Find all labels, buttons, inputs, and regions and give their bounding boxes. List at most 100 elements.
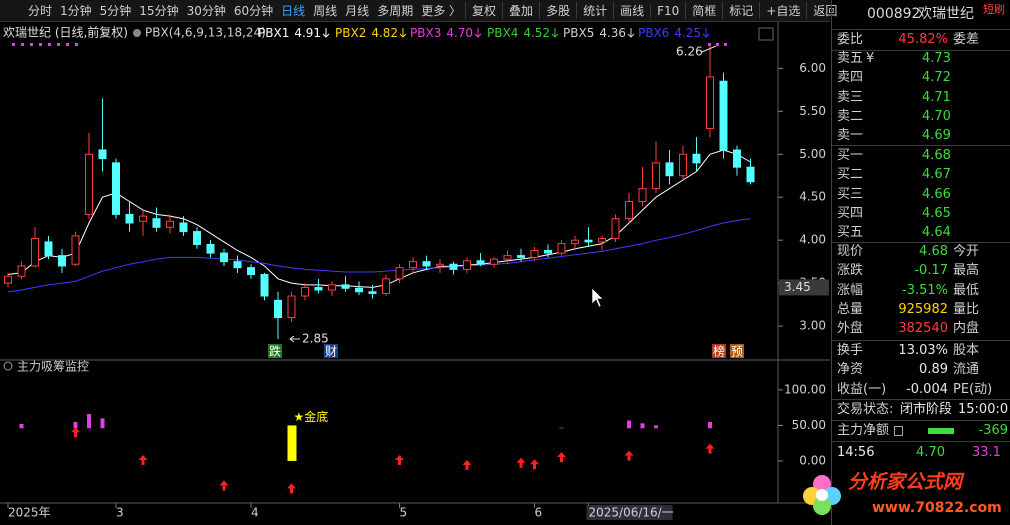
period-tab[interactable]: 15分钟 — [139, 4, 179, 18]
high-pointer — [701, 45, 717, 53]
settings-box[interactable] — [758, 27, 774, 41]
candle-body — [17, 265, 26, 277]
tool-button[interactable]: +自选 — [759, 2, 806, 19]
watermark-logo — [803, 475, 841, 515]
period-tab[interactable]: 日线 — [281, 4, 306, 18]
marker-dot — [716, 43, 719, 46]
period-tab[interactable]: 更多 〉 — [421, 4, 462, 18]
panel-text: 欢瑞世纪 — [918, 6, 974, 22]
x-label-highlight — [586, 505, 673, 520]
panel-text: 股本 — [953, 343, 980, 358]
indicator-icon — [133, 29, 141, 37]
marker-dot — [12, 43, 15, 46]
panel-text: 今开 — [953, 244, 980, 259]
x-tick-label: 4 — [251, 506, 259, 520]
y-tick-label: 3.00 — [799, 319, 826, 333]
signal-arrow — [557, 452, 566, 463]
legend-value: 4.82 — [371, 26, 398, 40]
period-tab[interactable]: 周线 — [313, 4, 338, 18]
panel-separator — [832, 420, 1010, 421]
panel-separator — [832, 29, 1010, 30]
panel-text: 买四 — [837, 205, 864, 221]
cursor-price: 3.45 — [784, 280, 811, 294]
y-tick-label: 100.00 — [784, 382, 826, 396]
legend-entry: PBX2 4.82 — [335, 26, 398, 40]
period-tab[interactable]: 分时 — [28, 4, 53, 18]
period-tab[interactable]: 1分钟 — [60, 4, 92, 18]
period-tab[interactable]: 多周期 — [377, 4, 414, 18]
candle-body — [503, 255, 512, 260]
tool-button[interactable]: 叠加 — [502, 2, 539, 19]
panel-text: 最低 — [953, 282, 980, 298]
event-tag-bg — [324, 344, 338, 358]
panel-separator — [832, 145, 1010, 146]
signal-arrow — [530, 459, 539, 470]
y-tick-label: 5.50 — [799, 104, 826, 118]
marker-dot — [39, 43, 42, 46]
candle-body — [530, 249, 539, 258]
candle-body — [679, 153, 687, 177]
tool-button[interactable]: 简框 — [685, 2, 722, 19]
tool-button[interactable]: 统计 — [576, 2, 613, 19]
tool-button[interactable]: 标记 — [722, 2, 759, 19]
panel-text: 卖五 — [837, 51, 864, 66]
x-tick-label: 5 — [400, 506, 408, 520]
panel-text: 量比 — [953, 301, 980, 317]
signal-arrow — [395, 454, 404, 465]
event-tag-bg — [712, 344, 726, 358]
panel-text: 内盘 — [953, 321, 980, 337]
panel-text: 4.65 — [922, 205, 951, 221]
candle-body — [4, 275, 12, 284]
panel-text: 委比 — [837, 32, 864, 47]
legend-value: 4.25 — [674, 26, 701, 40]
x-tick-label: 2025年 — [8, 506, 51, 520]
period-tab[interactable]: 5分钟 — [99, 4, 132, 18]
panel-text: 14:56 — [837, 445, 875, 460]
period-tab[interactable]: 30分钟 — [186, 4, 226, 18]
legend-name: PBX5 — [563, 26, 594, 40]
candle-body — [193, 231, 201, 245]
tool-button[interactable]: 复权 — [465, 2, 502, 19]
panel-value: 0.89 — [919, 362, 948, 378]
candle-body — [422, 261, 431, 267]
tool-button[interactable]: 画线 — [613, 2, 650, 19]
accumulation-bar — [559, 427, 564, 429]
marker-dot — [48, 43, 51, 46]
candle-body — [490, 258, 498, 265]
marker-dot — [57, 43, 60, 46]
panel-text: 4.70 — [922, 108, 951, 124]
signal-bar — [287, 425, 297, 461]
marker-dot — [66, 43, 69, 46]
panel-text: 最高 — [953, 263, 980, 279]
candle-body — [638, 188, 647, 203]
legend-arrow — [551, 28, 559, 38]
indicator-icon — [3, 361, 13, 371]
panel-separator — [832, 50, 1010, 51]
tool-button[interactable]: 多股 — [539, 2, 576, 19]
panel-title: 主力吸筹监控 — [17, 360, 89, 374]
signal-arrow — [705, 443, 715, 454]
period-tab[interactable]: 60分钟 — [233, 4, 274, 18]
legend-value: 4.52 — [523, 26, 550, 40]
candle-body — [368, 291, 377, 294]
candle-body — [746, 166, 755, 183]
candle-body — [166, 220, 174, 228]
ma-line — [7, 149, 751, 288]
legend-entry: PBX1 4.91 — [258, 26, 321, 40]
accumulation-bar — [640, 423, 645, 429]
candle-body — [733, 149, 741, 168]
period-tab[interactable]: 月线 — [345, 4, 370, 18]
legend-arrow — [399, 28, 407, 38]
panel-value: 4.68 — [919, 244, 948, 259]
candle-body — [71, 235, 80, 265]
candle-body — [409, 261, 417, 269]
candle-body — [665, 162, 674, 177]
panel-text: 买二 — [837, 167, 864, 183]
candle-body — [220, 252, 228, 263]
legend-value: 4.36 — [599, 26, 626, 40]
panel-text: 换手 — [837, 343, 864, 358]
toolbar: 分时 1分钟 5分钟 15分钟 30分钟 60分钟 日线 周线 月线 多周期 更多 〉复权 叠加 多股统… — [0, 0, 837, 22]
panel-separator — [832, 399, 1010, 400]
tool-button[interactable]: F10 — [650, 3, 685, 18]
